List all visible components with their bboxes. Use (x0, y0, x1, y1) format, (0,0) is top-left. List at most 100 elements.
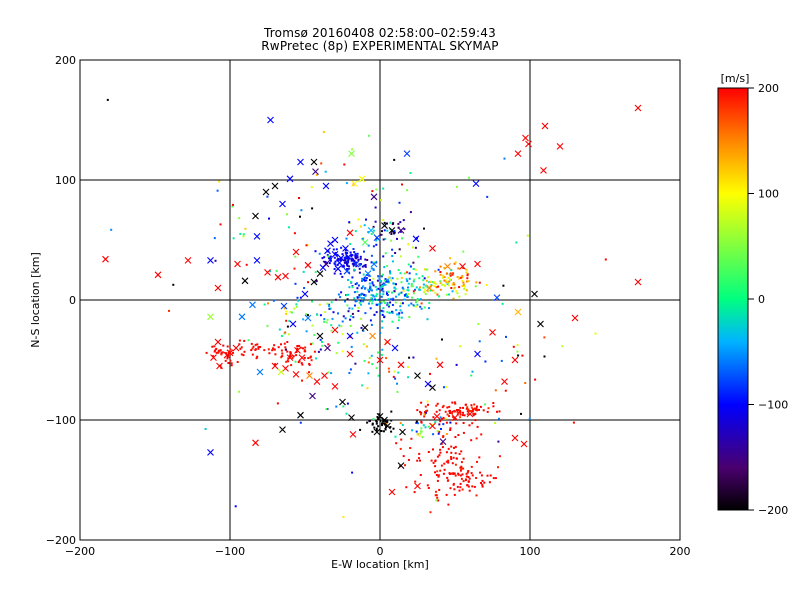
data-point-dot (298, 360, 301, 363)
data-point-dot (363, 297, 365, 300)
data-point-dot (470, 465, 473, 468)
data-point-dot (351, 286, 354, 289)
data-point-dot (370, 261, 373, 264)
data-point-dot (335, 298, 337, 301)
data-point-dot (344, 317, 347, 320)
data-point-dot (405, 486, 408, 489)
data-point-dot (462, 411, 464, 414)
data-point-dot (352, 248, 355, 250)
data-point-dot (386, 294, 389, 296)
data-point-dot (342, 405, 345, 408)
data-point-dot (366, 421, 369, 424)
data-point-x (370, 260, 378, 268)
data-point-x (304, 314, 312, 322)
data-point-dot (427, 403, 429, 406)
data-point-dot (466, 274, 469, 277)
data-point-dot (342, 264, 345, 267)
data-point-dot (534, 378, 537, 381)
data-point-dot (351, 257, 354, 260)
data-point-dot (470, 406, 473, 409)
data-point-dot (445, 272, 448, 275)
data-point-dot (288, 319, 291, 322)
data-point-dot (341, 333, 344, 336)
data-point-dot (213, 237, 216, 240)
data-point-dot (347, 279, 350, 281)
data-point-dot (420, 411, 423, 414)
data-point-dot (334, 260, 337, 263)
data-point-x (334, 265, 342, 273)
data-point-dot (339, 296, 342, 299)
data-point-dot (382, 238, 385, 241)
data-point-dot (323, 256, 326, 259)
data-point-dot (286, 213, 288, 216)
data-point-dot (356, 252, 359, 255)
data-point-dot (461, 275, 464, 278)
data-point-x (234, 260, 241, 268)
data-point-dot (368, 420, 371, 423)
data-point-dot (332, 248, 335, 251)
data-point-dot (403, 294, 406, 297)
data-point-dot (361, 277, 364, 280)
data-point-dot (280, 349, 283, 352)
data-point-dot (372, 277, 375, 280)
y-tick-label: −200 (46, 534, 76, 547)
data-point-dot (377, 374, 380, 377)
data-point-dot (380, 430, 383, 432)
data-point-dot (372, 269, 375, 271)
data-point-dot (323, 320, 326, 323)
data-point-dot (433, 285, 436, 288)
data-point-dot (453, 401, 456, 404)
data-point-x (214, 338, 222, 346)
data-point-dot (389, 426, 392, 428)
data-point-dot (436, 455, 439, 458)
data-point-x (252, 439, 259, 447)
data-point-dot (424, 268, 426, 271)
data-point-x (337, 254, 345, 262)
data-point-x (429, 384, 436, 391)
data-point-dot (302, 270, 305, 273)
data-point-dot (423, 227, 425, 230)
data-point-dot (359, 225, 362, 228)
data-point-dot (334, 252, 337, 254)
data-point-dot (406, 295, 409, 298)
data-point-x (376, 356, 384, 364)
data-point-dot (345, 412, 348, 415)
data-point-dot (428, 307, 430, 310)
data-point-dot (292, 355, 295, 358)
data-point-dot (354, 230, 357, 233)
data-point-dot (464, 293, 467, 296)
data-point-dot (381, 230, 383, 233)
data-point-dot (407, 263, 410, 266)
data-point-dot (344, 249, 347, 252)
data-point-dot (305, 330, 308, 333)
data-point-x (346, 332, 354, 340)
data-point-dot (433, 281, 436, 284)
data-point-dot (221, 351, 224, 354)
data-point-dot (465, 407, 468, 410)
data-point-dot (375, 422, 378, 425)
data-point-dot (274, 353, 277, 356)
data-point-dot (408, 272, 411, 275)
data-point-dot (351, 254, 354, 257)
data-point-dot (474, 413, 477, 416)
data-point-dot (228, 350, 231, 353)
data-point-dot (313, 350, 316, 353)
data-point-dot (378, 413, 381, 416)
data-point-x (397, 361, 405, 369)
data-point-dot (330, 301, 333, 304)
data-point-dot (454, 261, 457, 264)
data-point-dot (419, 413, 422, 416)
data-point-dot (321, 257, 324, 260)
data-point-dot (380, 301, 383, 304)
data-point-dot (459, 345, 462, 348)
data-point-x (271, 362, 279, 370)
data-point-dot (462, 467, 465, 470)
data-point-dot (371, 281, 374, 284)
data-point-dot (280, 335, 283, 337)
data-point-dot (471, 370, 474, 373)
data-point-dot (452, 472, 455, 475)
data-point-dot (438, 454, 441, 457)
data-point-dot (401, 302, 404, 305)
data-point-dot (375, 311, 378, 314)
grid-lines (80, 60, 680, 540)
